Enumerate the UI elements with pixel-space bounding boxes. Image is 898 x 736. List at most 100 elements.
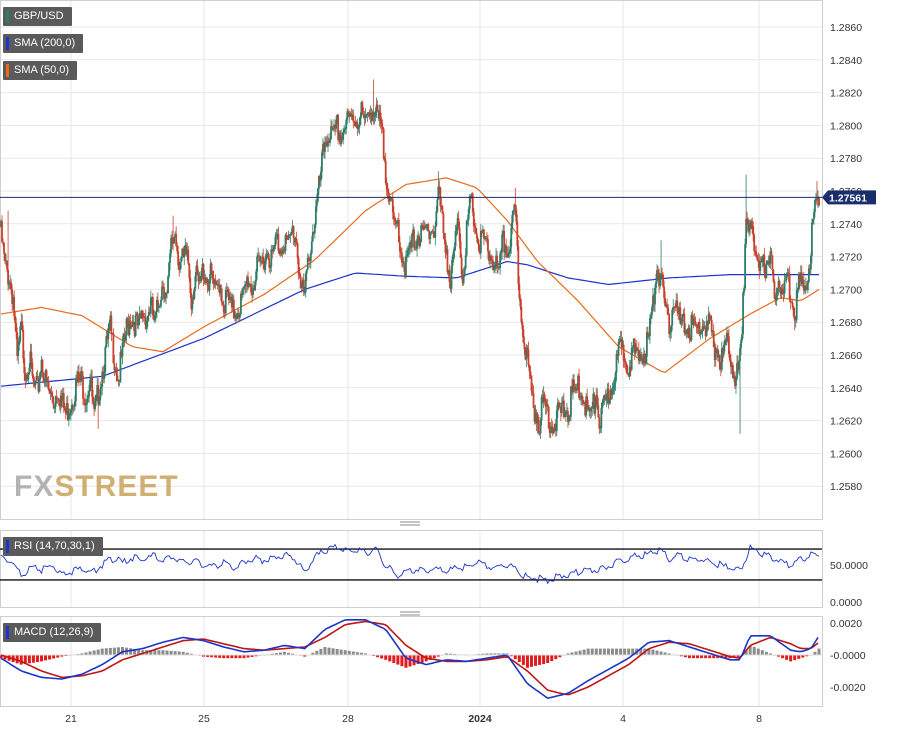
candle-body bbox=[235, 318, 238, 320]
macd-histogram-bar bbox=[785, 655, 789, 660]
candle-body bbox=[453, 246, 456, 252]
candle-body bbox=[768, 263, 771, 265]
candle-body bbox=[606, 388, 609, 398]
candle-body bbox=[335, 119, 337, 129]
candle-body bbox=[619, 338, 622, 341]
candle-body bbox=[102, 371, 105, 379]
candle-body bbox=[182, 248, 185, 258]
candle-body bbox=[743, 288, 745, 293]
candle-body bbox=[700, 330, 703, 334]
candle-body bbox=[665, 304, 668, 306]
candle-body bbox=[238, 313, 240, 318]
candle-body bbox=[680, 322, 683, 324]
candle-body bbox=[310, 241, 313, 254]
candle-body bbox=[522, 329, 525, 343]
sma200-line bbox=[0, 260, 819, 387]
macd-histogram-bar bbox=[157, 650, 161, 655]
candle-body bbox=[587, 405, 590, 410]
candle-body bbox=[550, 426, 553, 429]
candle-body bbox=[420, 225, 423, 243]
macd-histogram-bar bbox=[606, 648, 610, 655]
candle-body bbox=[123, 333, 126, 341]
macd-histogram-bar bbox=[590, 648, 594, 655]
candle-body bbox=[18, 341, 21, 345]
candle-body bbox=[753, 235, 756, 252]
macd-histogram-bar bbox=[696, 655, 700, 659]
candle-body bbox=[391, 198, 394, 213]
macd-histogram-bar bbox=[108, 647, 112, 655]
macd-histogram-bar bbox=[380, 655, 384, 659]
candle-body bbox=[595, 395, 598, 404]
candle-body bbox=[11, 289, 14, 304]
candle-body bbox=[323, 143, 325, 152]
candle-body bbox=[707, 313, 710, 325]
candle-body bbox=[738, 360, 740, 370]
candle-body bbox=[528, 364, 531, 372]
candle-body bbox=[369, 112, 372, 117]
candle-body bbox=[679, 307, 682, 324]
candle-body bbox=[607, 388, 610, 404]
candle-body bbox=[510, 228, 513, 247]
macd-histogram-bar bbox=[133, 648, 137, 655]
candle-body bbox=[278, 250, 281, 254]
price-tick-label: 1.2780 bbox=[830, 153, 862, 165]
candle-body bbox=[505, 245, 508, 254]
candle-body bbox=[348, 115, 351, 117]
candle-body bbox=[479, 230, 482, 254]
candle-body bbox=[705, 320, 708, 336]
current-price-label: 1.27561 bbox=[829, 192, 867, 204]
candle-body bbox=[590, 408, 593, 412]
candle-body bbox=[651, 307, 653, 316]
candle-body bbox=[313, 224, 316, 234]
candle-body bbox=[818, 197, 820, 206]
candle-body bbox=[57, 398, 60, 401]
candle-body bbox=[536, 417, 539, 424]
macd-histogram-bar bbox=[619, 648, 623, 655]
candle-body bbox=[449, 281, 452, 289]
candle-body bbox=[279, 250, 282, 254]
candle-body bbox=[541, 397, 544, 402]
candle-body bbox=[428, 231, 431, 240]
candle-body bbox=[711, 331, 714, 332]
candle-body bbox=[51, 396, 54, 403]
candle-body bbox=[638, 356, 641, 361]
candle-body bbox=[264, 260, 267, 271]
candle-body bbox=[401, 252, 403, 263]
macd-histogram-bar bbox=[52, 655, 56, 659]
candle-body bbox=[717, 354, 720, 358]
candle-body bbox=[637, 349, 640, 361]
candle-body bbox=[214, 279, 217, 286]
candle-body bbox=[216, 283, 219, 286]
candle-body bbox=[46, 381, 49, 382]
candle-body bbox=[130, 326, 133, 328]
candle-body bbox=[805, 285, 808, 290]
candle-body bbox=[321, 152, 323, 172]
candle-body bbox=[184, 245, 187, 251]
candle-body bbox=[138, 313, 141, 318]
candle-body bbox=[173, 237, 176, 244]
candle-body bbox=[779, 287, 782, 295]
candle-body bbox=[532, 393, 535, 408]
rsi-pane-frame bbox=[0, 530, 823, 608]
macd-histogram-bar bbox=[19, 655, 23, 665]
macd-histogram-bar bbox=[529, 655, 533, 667]
candle-body bbox=[440, 206, 443, 207]
macd-histogram-bar bbox=[137, 649, 141, 655]
candle-body bbox=[61, 393, 64, 401]
candle-body bbox=[571, 386, 573, 393]
candle-body bbox=[687, 327, 690, 333]
candle-body bbox=[574, 386, 576, 391]
macd-histogram-bar bbox=[15, 655, 19, 664]
candle-body bbox=[690, 315, 693, 341]
candle-body bbox=[519, 298, 522, 307]
candle-body bbox=[117, 380, 120, 381]
macd-histogram-bar bbox=[278, 652, 282, 655]
candle-body bbox=[503, 230, 506, 253]
candle-body bbox=[417, 236, 419, 240]
candle-body bbox=[584, 402, 587, 416]
sma50-path bbox=[0, 177, 820, 373]
candle-body bbox=[89, 379, 91, 392]
candle-body bbox=[275, 235, 278, 237]
candle-body bbox=[579, 397, 581, 399]
candle-body bbox=[29, 351, 32, 368]
